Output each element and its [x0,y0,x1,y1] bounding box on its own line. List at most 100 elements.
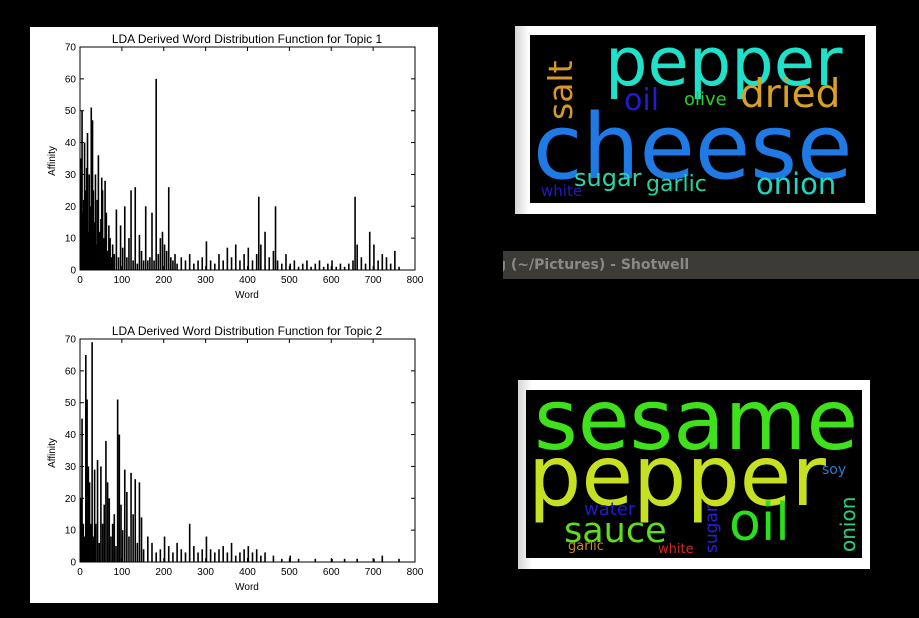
topic-1-bar [113,254,116,270]
topic-2-bar [95,523,97,562]
wordcloud-word: white [658,542,694,557]
shotwell-window-titlebar[interactable]: g (~/Pictures) - Shotwell [503,251,919,279]
topic-2-bar [281,558,283,562]
topic-1-bar [306,260,308,270]
topic-2-x-tick-label: 600 [323,567,340,578]
topic-2-bar [116,399,119,562]
topic-2-bar [130,472,132,562]
topic-1-bar [193,263,195,270]
topic-1-bar [385,257,388,270]
topic-2-x-tick-label: 300 [197,567,214,578]
topic-1-y-axis-label: Affinity [47,146,58,176]
topic-1-chart: LDA Derived Word Distribution Function f… [47,32,424,301]
topic-1-bar [92,190,95,270]
topic-1-x-tick-label: 800 [407,275,424,286]
wordcloud-word: sugar [702,505,722,553]
topic-1-bar [134,187,137,270]
topic-1-bar [96,199,98,270]
wordcloud-word: water [584,499,636,520]
topic-2-bar [90,523,92,562]
topic-2-bar [373,558,375,562]
topic-1-bar [81,110,83,271]
topic-1-y-tick-label: 40 [65,138,77,149]
topic-1-bar [352,260,354,270]
topic-1-bar [85,168,88,270]
topic-1-x-tick-label: 300 [197,275,214,286]
topic-1-bar [318,260,321,270]
topic-2-bar [115,546,117,562]
topic-1-bar [293,260,296,270]
topic-1-y-tick-label: 10 [65,234,77,245]
topic-1-bar [111,244,114,270]
topic-2-bar [82,523,85,562]
topic-2-bar [172,552,174,562]
topic-2-bar [226,552,229,562]
wordcloud-word: oil [729,493,790,553]
topic-1-bar [151,212,153,270]
topic-1-bar [157,254,160,270]
topic-2-y-axis-label: Affinity [47,438,58,468]
topic-1-bar [339,263,342,270]
topic-1-bar [214,263,216,270]
topic-2-bar [83,536,86,562]
topic-2-bar [81,418,83,562]
topic-1-bar [80,158,82,270]
charts-panel: LDA Derived Word Distribution Function f… [30,27,438,603]
topic-1-bar [159,238,162,270]
topic-1-bar [260,244,262,270]
topic-2-bar [159,549,162,562]
topic-2-bar [140,517,143,562]
topic-1-bar [360,257,363,270]
topic-2-bar [343,558,346,562]
topic-1-bar [381,254,384,270]
wordcloud-word: soy [822,462,847,478]
topic-1-bar [218,254,220,270]
topic-2-x-tick-label: 400 [239,567,256,578]
topic-2-bar [188,523,191,562]
topic-1-bar [205,241,208,270]
topic-1-bar [257,196,260,270]
topic-1-bar [126,257,128,270]
topic-1-bar [132,260,134,270]
topic-2-bar [128,536,130,562]
topic-1-x-tick-label: 500 [281,275,298,286]
topic-2-bar [209,549,212,562]
topic-1-bar [108,225,110,270]
topic-1-bar [354,196,356,270]
topic-1-bar [82,212,84,270]
wordcloud-word: onion [836,496,860,552]
topic-1-bar [119,225,122,270]
topic-2-bar [167,546,170,562]
topic-2-bar [243,549,245,562]
wordcloud-word: garlic [568,539,604,554]
topic-2-bar [251,552,254,562]
wordcloud-word: white [541,182,583,200]
topic-1-bar [138,234,141,270]
topic-1-bar [188,254,191,270]
topic-2-x-tick-label: 500 [281,567,298,578]
topic-2-y-tick-label: 50 [65,398,77,409]
topic-2-bar [247,546,250,562]
topic-1-bar [251,260,254,270]
topic-2-bar [222,546,224,562]
topic-1-bar [255,254,258,270]
wordcloud-word: sugar [574,164,642,192]
topic-2-plot-area: 0 100 200 300 400 500 600 700 800 0 10 20 30 40 50 60 70 [65,335,424,579]
topic-2-bar [147,536,149,562]
charts-svg: LDA Derived Word Distribution Function f… [47,32,424,593]
topic-2-wordcloud: sesame pepper soy water sauce sugar oil … [526,390,862,558]
window-title: g (~/Pictures) - Shotwell [503,257,690,273]
topic-2-x-tick-label: 800 [407,567,424,578]
topic-2-bar [136,542,139,562]
topic-2-x-tick-label: 200 [155,567,172,578]
topic-1-x-tick-label: 100 [114,275,131,286]
topic-1-bar [276,260,279,270]
topic-1-bar [121,247,124,270]
topic-1-bar [373,244,375,270]
topic-2-bar [218,549,220,562]
topic-1-bar [104,180,106,270]
topic-1-bar [87,231,90,270]
topic-1-bar [243,254,245,270]
topic-1-bar [285,254,287,270]
topic-1-bar [90,107,93,270]
